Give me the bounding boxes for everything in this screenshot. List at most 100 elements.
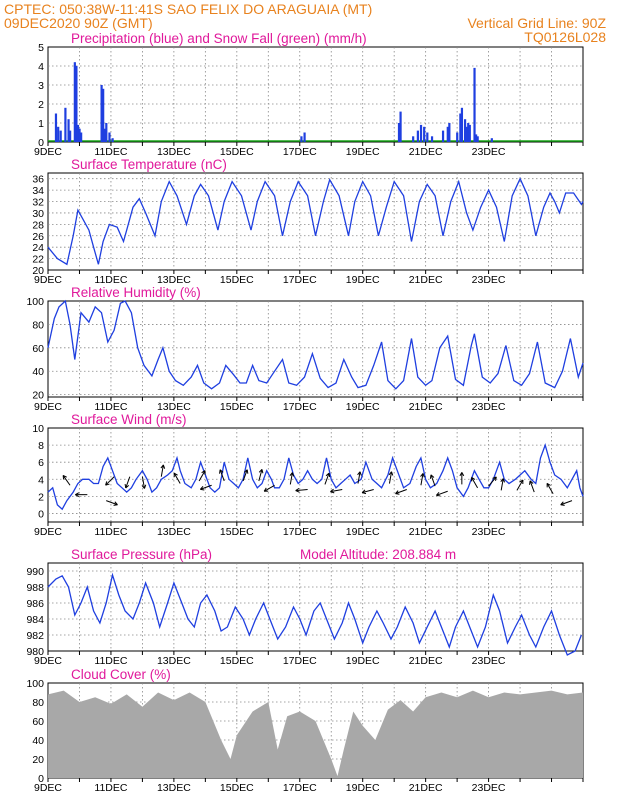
wind-arrow-head	[422, 473, 425, 478]
precip-bar	[80, 132, 83, 142]
wind-arrow	[560, 500, 573, 506]
wind-arrow-head	[243, 469, 248, 473]
wind-arrow-head	[519, 479, 524, 483]
x-tick-label: 19DEC	[346, 274, 380, 286]
y-tick-label: 24	[32, 242, 44, 254]
y-tick-label: 20	[32, 754, 44, 766]
precip-bar	[300, 136, 303, 142]
x-tick-label: 15DEC	[220, 401, 254, 413]
wind-arrow-head	[173, 472, 178, 476]
x-tick-label: 13DEC	[157, 146, 191, 158]
precip-bar	[59, 130, 62, 142]
x-tick-label: 21DEC	[409, 782, 443, 794]
wind-arrow-head	[388, 471, 392, 476]
wind-arrow-head	[75, 492, 80, 496]
precip-bar	[397, 123, 401, 142]
wind-arrow-head	[219, 469, 224, 473]
x-tick-label: 19DEC	[346, 526, 380, 538]
panel-frame	[47, 46, 584, 143]
wind-arrow	[295, 487, 308, 493]
precip-bar	[475, 134, 478, 142]
x-tick-label: 21DEC	[409, 146, 443, 158]
wind-arrow-shaft	[516, 479, 524, 491]
y-tick-label: 982	[26, 630, 44, 642]
y-tick-label: 20	[32, 390, 44, 402]
x-tick-label: 23DEC	[472, 401, 506, 413]
precip-bar	[108, 132, 111, 142]
x-tick-label: 9DEC	[34, 146, 62, 158]
wind-arrow-head	[459, 472, 463, 477]
panel-frame	[47, 300, 584, 398]
panel-title: Surface Pressure (hPa)	[71, 547, 212, 562]
precip-bar	[76, 124, 80, 142]
y-tick-label: 986	[26, 598, 44, 610]
x-tick-label: 19DEC	[346, 146, 380, 158]
panel-3: 0 2 4 6 8 10 9DEC 11DEC 13DEC 15DEC 17DEC 19DEC 21DE…	[32, 412, 584, 538]
wind-arrow-head	[420, 473, 424, 477]
wind-arrow	[420, 473, 425, 486]
wind-arrow	[546, 482, 554, 495]
y-tick-label: 100	[26, 296, 44, 308]
wind-arrow	[160, 464, 166, 477]
wind-arrow	[105, 476, 115, 486]
wind-arrow	[258, 469, 264, 482]
x-tick-label: 15DEC	[220, 146, 254, 158]
precip-bar	[465, 126, 468, 142]
y-tick-label: 2	[38, 99, 44, 111]
wind-arrow-head	[199, 486, 204, 490]
x-tick-label: 13DEC	[157, 526, 191, 538]
wind-arrow-shaft	[198, 470, 206, 482]
wind-arrow-head	[75, 494, 80, 498]
x-tick-label: 11DEC	[94, 146, 127, 158]
series-line	[47, 299, 584, 390]
panel-frame	[47, 562, 584, 652]
y-tick-label: 0	[38, 137, 44, 149]
wind-arrow-shaft	[362, 489, 374, 494]
wind-arrow-shaft	[242, 469, 248, 482]
precip-bar	[78, 128, 81, 142]
series-line	[47, 572, 583, 656]
wind-arrow-head	[328, 473, 331, 478]
y-tick-label: 10	[32, 423, 44, 435]
x-tick-label: 17DEC	[283, 655, 317, 667]
x-tick-label: 21DEC	[409, 655, 443, 667]
wind-arrow	[488, 476, 497, 487]
precip-bar	[459, 113, 462, 142]
wind-arrow-head	[471, 476, 476, 480]
y-tick-label: 80	[32, 697, 44, 709]
wind-arrow-shaft	[258, 469, 263, 482]
y-tick-label: 988	[26, 582, 44, 594]
y-tick-label: 20	[32, 265, 44, 277]
panel-title: Relative Humidity (%)	[71, 285, 201, 300]
y-tick-label: 2	[38, 491, 44, 503]
wind-arrow-shaft	[106, 500, 118, 506]
wind-arrow	[436, 490, 448, 497]
wind-arrow-shaft	[420, 473, 424, 486]
y-tick-label: 32	[32, 197, 44, 209]
x-tick-label: 9DEC	[34, 274, 62, 286]
x-tick-label: 15DEC	[220, 782, 254, 794]
wind-arrow-shaft	[529, 480, 535, 493]
wind-arrow-head	[362, 492, 367, 495]
wind-arrow-shaft	[219, 469, 225, 482]
x-tick-label: 19DEC	[346, 782, 380, 794]
panel-title: Surface Temperature (nC)	[71, 157, 227, 172]
wind-arrow-head	[330, 488, 334, 493]
wind-arrow-head	[461, 472, 465, 477]
x-tick-label: 11DEC	[94, 526, 127, 538]
wind-arrow-shaft	[125, 476, 131, 489]
x-tick-label: 15DEC	[220, 274, 254, 286]
x-tick-label: 9DEC	[34, 401, 62, 413]
panel-title: Surface Wind (m/s)	[71, 412, 187, 427]
wind-arrow-head	[219, 469, 221, 474]
y-tick-label: 30	[32, 208, 44, 220]
precip-bar	[473, 67, 476, 142]
y-tick-label: 36	[32, 174, 44, 186]
y-tick-label: 60	[32, 343, 44, 355]
wind-arrow-shaft	[330, 489, 343, 493]
wind-arrow-head	[560, 504, 565, 506]
header-init-time: 09DEC2020 90Z (GMT)	[4, 15, 153, 31]
header-grid-note: Vertical Grid Line: 90Z	[467, 15, 606, 31]
precip-bar	[430, 136, 434, 142]
